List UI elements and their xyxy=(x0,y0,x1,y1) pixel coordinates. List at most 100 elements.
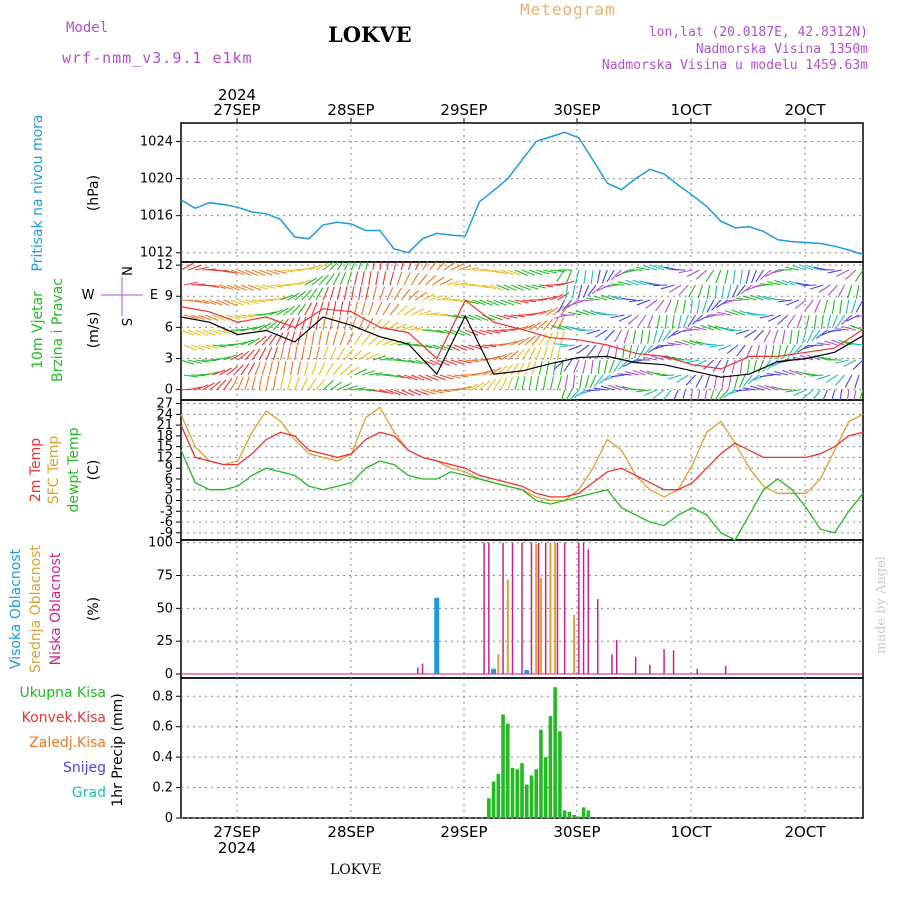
wind-arrow xyxy=(825,374,838,384)
footer-station: LOKVE xyxy=(330,862,382,878)
wind-arrow xyxy=(514,376,520,391)
wind-arrow xyxy=(849,324,863,331)
wind-arrow xyxy=(745,344,753,358)
wind-arrow xyxy=(781,329,786,344)
wind-ylabel: 10m Vjetar xyxy=(30,291,46,369)
wind-arrow xyxy=(365,317,374,331)
day-label-bottom: 29SEP xyxy=(440,823,487,841)
panel-frame xyxy=(180,399,864,541)
cloud-unit: (%) xyxy=(86,597,102,621)
wind-arrow xyxy=(301,316,307,331)
wind-arrow xyxy=(336,286,342,301)
wind-arrow xyxy=(507,269,521,276)
wind-arrow xyxy=(636,299,651,306)
wind-arrow xyxy=(479,380,491,391)
wind-arrow xyxy=(187,386,202,391)
wind-arrow xyxy=(318,301,324,316)
wind-arrow xyxy=(514,349,525,361)
wind-arrow xyxy=(572,327,587,331)
wind-arrow xyxy=(472,299,486,306)
wind-arrow xyxy=(432,276,445,286)
wind-arrow xyxy=(583,269,587,284)
wind-arrow xyxy=(468,344,482,350)
wind-arrow xyxy=(408,389,422,396)
wind-arrow xyxy=(453,282,468,286)
wind-arrow xyxy=(432,374,446,381)
wind-arrow xyxy=(864,285,866,299)
cloud-bar xyxy=(530,542,533,675)
wind-arrow xyxy=(493,353,507,361)
wind-arrow xyxy=(493,377,502,391)
wind-arrow xyxy=(827,284,838,296)
wind-arrow xyxy=(287,376,292,391)
compass-north: N xyxy=(118,266,133,276)
wind-arrow xyxy=(268,333,278,346)
wind-arrow xyxy=(350,286,355,301)
temp-ylabel-sfc: SFC Temp xyxy=(46,436,62,505)
wind-arrow xyxy=(265,320,278,331)
temp-unit: (C) xyxy=(86,460,102,481)
wind-arrow xyxy=(728,329,743,332)
wind-arrow xyxy=(251,299,266,303)
wind-arrow xyxy=(724,310,739,316)
wind-arrow xyxy=(572,284,576,299)
wind-arrow xyxy=(831,389,836,400)
wind-arrow xyxy=(287,292,300,301)
wind-arrow xyxy=(728,374,732,389)
wind-arrow xyxy=(535,320,548,331)
wind-arrow xyxy=(233,314,248,319)
wind-arrow xyxy=(812,389,821,400)
wind-arrow xyxy=(669,284,682,293)
wind-arrow xyxy=(558,324,572,331)
wind-arrow xyxy=(353,271,359,286)
wind-arrow xyxy=(662,389,672,400)
wind-arrow xyxy=(593,295,608,301)
wind-arrow xyxy=(429,329,444,334)
wind-arrow xyxy=(814,299,821,313)
wind-arrow xyxy=(397,342,412,346)
wind-arrow xyxy=(586,297,601,301)
wind-arrow xyxy=(258,269,273,276)
y-tick-label: 1020 xyxy=(140,172,173,187)
wind-arrow xyxy=(539,284,554,288)
wind-arrow xyxy=(568,344,583,351)
wind-arrow xyxy=(628,299,643,303)
wind-arrow xyxy=(233,284,247,291)
wind-arrow xyxy=(582,284,590,299)
cloud-bar xyxy=(573,614,576,675)
wind-arrow xyxy=(202,329,216,336)
wind-arrow xyxy=(750,269,757,284)
wind-arrow xyxy=(375,271,379,286)
wind-arrow xyxy=(514,299,529,304)
cloud-bar xyxy=(649,664,651,675)
wind-arrow xyxy=(621,298,636,301)
wind-arrow xyxy=(272,319,284,331)
wind-arrow xyxy=(553,314,568,319)
wind-arrow xyxy=(557,292,570,301)
wind-arrow xyxy=(682,389,686,400)
wind-arrow xyxy=(339,301,344,316)
wind-arrow xyxy=(608,294,622,301)
wind-arrow xyxy=(202,268,217,271)
wind-arrow xyxy=(731,309,746,316)
wind-arrow xyxy=(311,331,315,346)
wind-arrow xyxy=(806,329,814,343)
wind-arrow xyxy=(671,314,675,329)
wind-arrow xyxy=(347,366,360,376)
wind-arrow xyxy=(365,353,379,361)
wind-arrow xyxy=(799,355,814,361)
wind-arrow xyxy=(757,359,765,374)
wind-arrow xyxy=(415,291,428,301)
wind-arrow xyxy=(486,329,501,334)
wind-arrow xyxy=(212,344,227,348)
wind-arrow xyxy=(304,302,312,316)
wind-arrow xyxy=(315,378,326,391)
wind-arrow xyxy=(311,301,318,316)
wind-arrow xyxy=(325,331,330,346)
wind-arrow xyxy=(794,299,807,309)
wind-arrow xyxy=(183,374,198,378)
wind-arrow xyxy=(542,376,547,391)
wind-arrow xyxy=(368,335,380,346)
precip-bar xyxy=(572,814,576,818)
wind-arrow xyxy=(489,367,502,376)
